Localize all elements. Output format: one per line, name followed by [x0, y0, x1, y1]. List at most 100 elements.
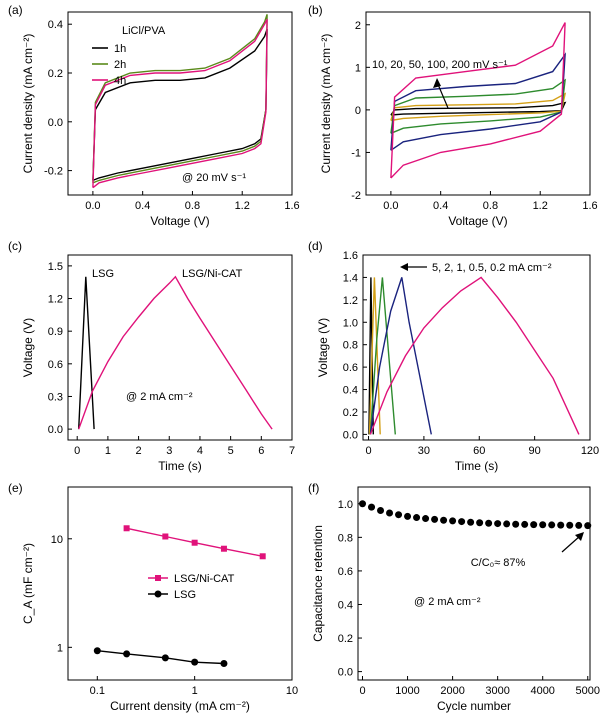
- x-tick-label: 4: [197, 445, 203, 457]
- data-point: [503, 520, 511, 528]
- x-tick-label: 4000: [530, 685, 554, 697]
- legend-title: LiCl/PVA: [122, 25, 166, 37]
- x-tick-label: 0.1: [90, 685, 105, 697]
- data-point: [449, 517, 457, 525]
- y-tick-label: -0.2: [44, 166, 63, 178]
- data-point: [368, 503, 376, 511]
- x-axis-title: Time (s): [158, 459, 202, 473]
- series-line: [390, 22, 566, 179]
- y-tick-label: 0.3: [48, 391, 63, 403]
- legend-marker: [155, 575, 161, 581]
- legend-label: 4h: [114, 75, 126, 87]
- y-axis-title: Voltage (V): [21, 318, 35, 377]
- x-tick-label: 2: [136, 445, 142, 457]
- x-tick-label: 1.6: [284, 200, 299, 212]
- series-line: [390, 52, 566, 151]
- y-tick-label: 1: [57, 642, 63, 654]
- data-point: [458, 518, 466, 526]
- y-axis-title: Current density (mA cm⁻²): [21, 34, 35, 174]
- y-axis-title: C_A (mF cm⁻²): [21, 543, 35, 624]
- y-tick-label: 0.8: [343, 340, 358, 352]
- series-line: [78, 276, 95, 430]
- panel-label: (a): [8, 3, 23, 17]
- panel-e: (e) 0.1 1 10 1 10 Current density (mA cm⁻²) C_A…: [8, 481, 298, 713]
- series-d-1: [368, 277, 381, 435]
- data-point: [123, 650, 131, 658]
- data-point: [386, 509, 394, 517]
- y-tick-label: 0.0: [343, 429, 358, 441]
- x-tick-label: 0.0: [383, 200, 398, 212]
- x-tick-label: 0.8: [185, 200, 200, 212]
- data-point: [220, 545, 227, 552]
- x-tick-label: 30: [418, 445, 430, 457]
- arrow-head: [433, 78, 441, 88]
- annotation: @ 20 mV s⁻¹: [182, 172, 246, 184]
- series-b-0: [390, 101, 567, 116]
- panel-label: (e): [8, 481, 23, 495]
- data-point: [539, 521, 547, 529]
- x-tick-label: 1: [192, 685, 198, 697]
- y-axis-title: Capacitance retention: [311, 525, 325, 642]
- y-tick-label: 1.4: [343, 272, 358, 284]
- data-point: [521, 520, 529, 528]
- series-line: [368, 277, 374, 435]
- y-tick-label: 0.0: [48, 424, 63, 436]
- y-tick-label: -2: [351, 190, 361, 202]
- data-point: [440, 516, 448, 524]
- x-axis-title: Voltage (V): [150, 214, 209, 228]
- y-tick-label: 0: [355, 105, 361, 117]
- y-tick-label: 1.2: [343, 295, 358, 307]
- arrow-line: [561, 535, 581, 553]
- data-point: [404, 512, 412, 520]
- legend-label: LSG: [174, 589, 196, 601]
- series-line: [369, 277, 432, 435]
- y-axis-title: Current density (mA cm⁻²): [319, 34, 333, 174]
- legend-e: LSG/Ni-CAT LSG: [148, 573, 235, 601]
- annotation-f: C/C₀≈ 87% @ 2 mA cm⁻²: [414, 532, 584, 608]
- series-d-4: [369, 276, 580, 435]
- series-a-2: [92, 18, 268, 189]
- y-tick-label: 0.6: [48, 359, 63, 371]
- x-tick-label: 0: [359, 685, 365, 697]
- arrow-head: [400, 263, 408, 271]
- x-tick-label: 0.8: [483, 200, 498, 212]
- series-line: [390, 92, 567, 122]
- data-point: [494, 520, 502, 528]
- panel-b: (b) 0.0 0.4 0.8 1.2 1.6 -2 -1 0 1 2 Voltage (V) Curr…: [308, 3, 598, 228]
- legend-label: LSG/Ni-CAT: [174, 573, 235, 585]
- x-tick-label: 0: [365, 445, 371, 457]
- legend-marker: [154, 590, 162, 598]
- x-tick-label: 2000: [440, 685, 464, 697]
- series-c-1: [78, 275, 273, 430]
- y-tick-label: 1.0: [343, 317, 358, 329]
- data-point: [584, 522, 592, 530]
- x-tick-label: 7: [289, 445, 295, 457]
- panel-d: (d) 0 30 60 90 120 0.0 0.2 0.4 0.6 0.8 1.0 1.2 1.4 1.6…: [308, 239, 599, 473]
- x-axis-title: Time (s): [455, 459, 499, 473]
- x-tick-label: 1: [105, 445, 111, 457]
- data-point: [93, 647, 101, 655]
- x-tick-label: 0.4: [135, 200, 150, 212]
- x-tick-label: 10: [286, 685, 298, 697]
- y-tick-label: 1.6: [343, 250, 358, 262]
- series-line: [97, 650, 225, 665]
- panel-c: (c) 0 1 2 3 4 5 6 7 0.0 0.3 0.6 0.9 1.2 1.5 Time (s) Vol…: [8, 239, 295, 473]
- data-point: [191, 658, 199, 666]
- y-tick-label: 0.4: [338, 599, 353, 611]
- y-tick-label: 1.2: [48, 294, 63, 306]
- data-point: [413, 514, 421, 522]
- data-point: [557, 521, 565, 529]
- y-tick-label: 0.2: [343, 407, 358, 419]
- y-tick-label: 0.2: [338, 633, 353, 645]
- data-point: [485, 519, 493, 527]
- x-axis-title: Cycle number: [437, 699, 511, 713]
- data-point: [395, 511, 403, 519]
- current-annotation: @ 2 mA cm⁻²: [126, 391, 193, 403]
- data-point: [162, 533, 169, 540]
- plot-frame: [67, 254, 293, 441]
- y-tick-label: 0.0: [48, 117, 63, 129]
- x-tick-label: 3: [166, 445, 172, 457]
- x-axis-title: Current density (mA cm⁻²): [110, 699, 250, 713]
- x-tick-label: 1000: [395, 685, 419, 697]
